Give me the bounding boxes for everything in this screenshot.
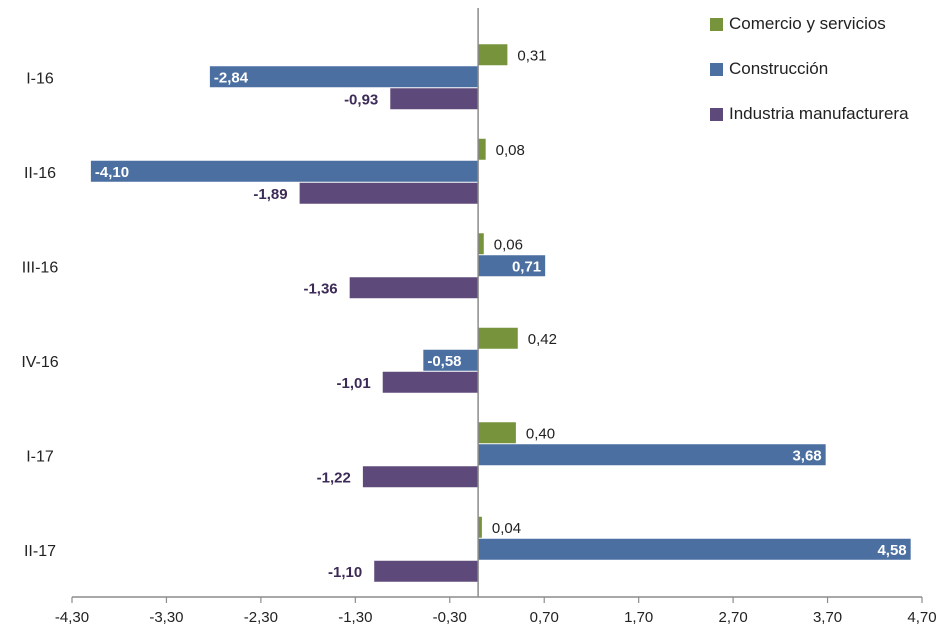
bar [423,349,479,371]
x-tick-label: 3,70 [813,609,842,626]
bar [349,277,479,299]
bar [382,371,479,393]
data-label: -0,93 [344,91,378,108]
x-tick-label: 0,70 [530,609,559,626]
bar [362,466,479,488]
x-tick-label: -4,30 [55,609,89,626]
bar [374,560,479,582]
x-tick-label: 2,70 [719,609,748,626]
bar [299,182,479,204]
data-label: 0,31 [517,47,546,64]
bar [478,422,516,444]
data-label: -1,01 [337,375,371,392]
data-label: -2,84 [214,69,249,86]
legend-label-construccion: Construcción [729,59,829,78]
data-label: -1,89 [253,186,287,203]
bar [390,88,479,110]
bar [478,538,911,560]
labels-layer: I-16 0,31 -2,84 -0,93 II-16 0,08 -4,10 -1,89 III… [21,47,906,581]
category-label: II-16 [24,165,56,182]
data-label: 0,06 [494,236,523,253]
bar [209,66,479,88]
x-tick-label: 4,70 [907,609,936,626]
bar [90,160,479,182]
bar [478,516,482,538]
x-tick-label: -3,30 [149,609,183,626]
x-tick-label: -1,30 [338,609,372,626]
legend: Comercio y servicios Construcción Indust… [710,10,909,145]
data-label: 0,71 [512,258,541,275]
bar [478,444,826,466]
category-label: III-16 [22,259,59,276]
x-tick-label: -0,30 [433,609,467,626]
bar [478,255,546,277]
bar [478,233,484,255]
legend-swatch-comercio [710,17,723,31]
legend-swatch-construccion [710,62,723,76]
axes-layer: -4,30 -3,30 -2,30 -1,30 -0,30 0,70 1,70 2,70 3,7… [55,8,937,626]
category-label: II-17 [24,543,56,560]
data-label: 0,08 [496,142,525,159]
data-label: -1,22 [317,469,351,486]
x-tick-label: -2,30 [244,609,278,626]
data-label: -4,10 [95,164,129,181]
legend-label-industria: Industria manufacturera [729,104,909,123]
legend-swatch-industria [710,107,723,121]
data-label: 3,68 [792,447,821,464]
category-label: I-17 [26,448,54,465]
data-label: 0,42 [528,331,557,348]
data-label: 4,58 [877,542,906,559]
category-label: IV-16 [21,354,58,371]
data-label: -1,36 [303,280,337,297]
data-label: 0,40 [526,425,555,442]
bars-layer [90,44,911,582]
data-label: -1,10 [328,564,362,581]
legend-item-industria: Industria manufacturera [710,100,909,128]
data-label: -0,58 [427,353,461,370]
bar [478,327,518,349]
bar [478,44,508,66]
x-tick-label: 1,70 [624,609,653,626]
bar [478,138,486,160]
data-label: 0,04 [492,520,521,537]
legend-item-construccion: Construcción [710,55,909,83]
legend-item-comercio: Comercio y servicios [710,10,909,38]
category-label: I-16 [26,70,54,87]
legend-label-comercio: Comercio y servicios [729,14,886,33]
